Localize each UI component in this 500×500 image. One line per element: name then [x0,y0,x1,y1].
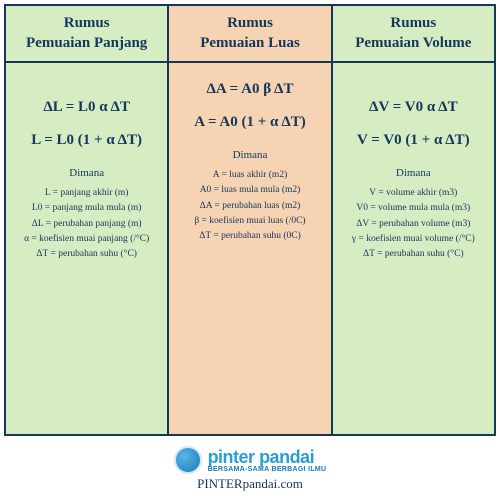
def-line: ΔT = perubahan suhu (°C) [12,247,161,261]
def-line: L0 = panjang mula mula (m) [12,201,161,215]
formula-2: V = V0 (1 + α ΔT) [339,130,488,151]
def-line: ΔV = perubahan volume (m3) [339,217,488,231]
column-header: Rumus Pemuaian Volume [333,6,494,63]
def-line: ΔT = perubahan suhu (0C) [175,229,324,243]
def-line: A = luas akhir (m2) [175,168,324,182]
footer: pinter pandai BERSAMA-SAMA BERBAGI ILMU … [0,440,500,500]
def-line: ΔT = perubahan suhu (°C) [339,247,488,261]
definitions: L = panjang akhir (m) L0 = panjang mula … [12,185,161,262]
formula-2: A = A0 (1 + α ΔT) [175,112,324,133]
globe-icon [174,446,202,474]
definitions: V = volume akhir (m3) V0 = volume mula m… [339,185,488,262]
header-line2: Pemuaian Volume [337,34,490,54]
column-volume: Rumus Pemuaian Volume ΔV = V0 α ΔT V = V… [333,6,494,434]
def-line: A0 = luas mula mula (m2) [175,183,324,197]
brand-url: PINTERpandai.com [0,476,500,492]
formula-1: ΔA = A0 β ΔT [175,79,324,100]
header-line2: Pemuaian Panjang [10,34,163,54]
header-line1: Rumus [337,14,490,34]
def-line: γ = koefisien muai volume (/°C) [339,232,488,246]
header-line2: Pemuaian Luas [173,34,326,54]
where-label: Dimana [175,149,324,161]
def-line: V = volume akhir (m3) [339,186,488,200]
formula-table: Rumus Pemuaian Panjang ΔL = L0 α ΔT L = … [4,4,496,436]
column-body: ΔL = L0 α ΔT L = L0 (1 + α ΔT) Dimana L … [6,63,167,434]
formula-1: ΔV = V0 α ΔT [339,97,488,118]
column-header: Rumus Pemuaian Panjang [6,6,167,63]
def-line: ΔL = perubahan panjang (m) [12,217,161,231]
def-line: L = panjang akhir (m) [12,186,161,200]
column-luas: Rumus Pemuaian Luas ΔA = A0 β ΔT A = A0 … [169,6,332,434]
def-line: β = koefisien muai luas (/0C) [175,214,324,228]
where-label: Dimana [12,167,161,179]
formula-2: L = L0 (1 + α ΔT) [12,130,161,151]
brand-row: pinter pandai BERSAMA-SAMA BERBAGI ILMU [0,446,500,474]
brand-name: pinter pandai [208,448,327,466]
definitions: A = luas akhir (m2) A0 = luas mula mula … [175,167,324,244]
where-label: Dimana [339,167,488,179]
brand-text: pinter pandai BERSAMA-SAMA BERBAGI ILMU [208,448,327,473]
column-header: Rumus Pemuaian Luas [169,6,330,63]
brand-tagline: BERSAMA-SAMA BERBAGI ILMU [208,466,327,473]
header-line1: Rumus [173,14,326,34]
def-line: ΔA = perubahan luas (m2) [175,199,324,213]
formula-1: ΔL = L0 α ΔT [12,97,161,118]
def-line: V0 = volume mula mula (m3) [339,201,488,215]
column-body: ΔA = A0 β ΔT A = A0 (1 + α ΔT) Dimana A … [169,63,330,434]
header-line1: Rumus [10,14,163,34]
column-body: ΔV = V0 α ΔT V = V0 (1 + α ΔT) Dimana V … [333,63,494,434]
column-panjang: Rumus Pemuaian Panjang ΔL = L0 α ΔT L = … [6,6,169,434]
def-line: α = koefisien muai panjang (/°C) [12,232,161,246]
